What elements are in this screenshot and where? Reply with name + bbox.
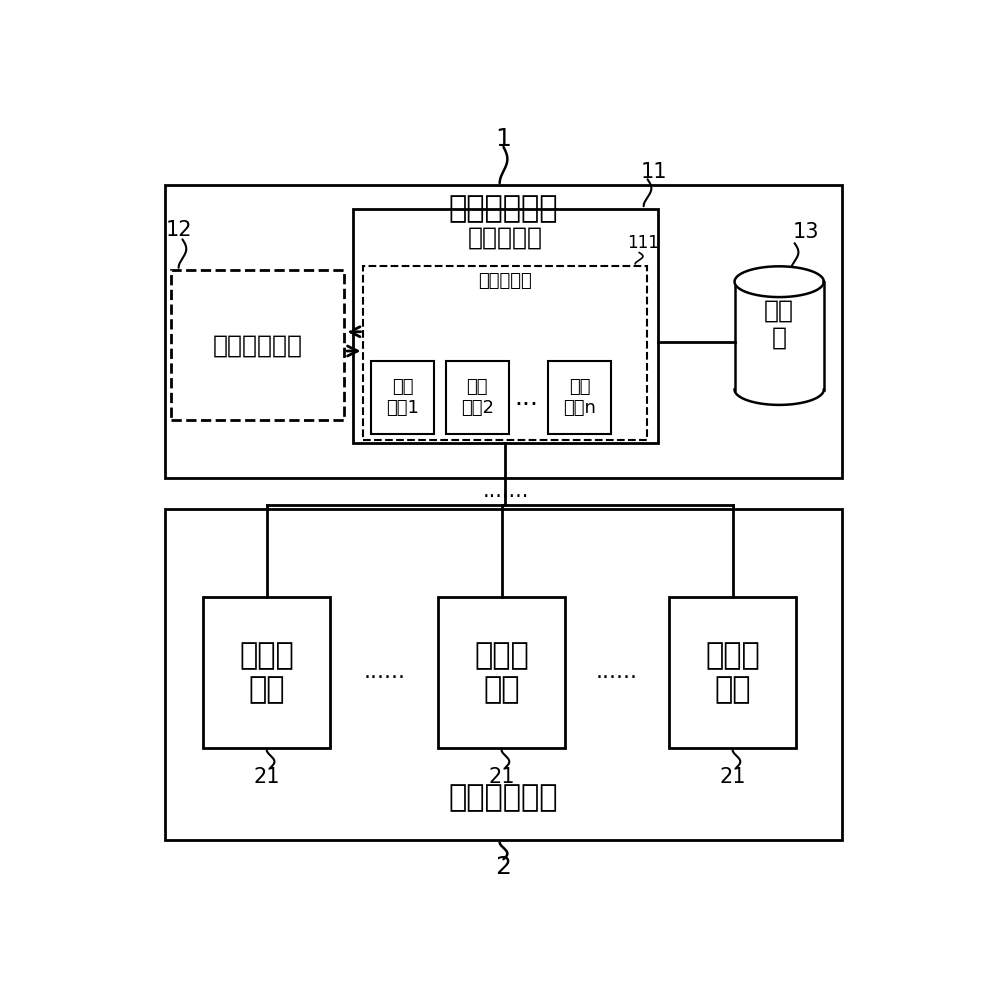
Text: 13: 13 bbox=[793, 222, 820, 242]
FancyBboxPatch shape bbox=[363, 266, 646, 440]
Text: 测评执行平台: 测评执行平台 bbox=[448, 783, 558, 812]
Text: 2: 2 bbox=[496, 855, 512, 879]
Text: 测评执
行室: 测评执 行室 bbox=[240, 641, 294, 704]
Text: 测评
任务n: 测评 任务n bbox=[563, 378, 596, 417]
Text: 21: 21 bbox=[488, 767, 515, 787]
Text: 11: 11 bbox=[641, 162, 667, 182]
FancyBboxPatch shape bbox=[438, 597, 565, 748]
Polygon shape bbox=[735, 266, 824, 297]
Text: 前端交互界面: 前端交互界面 bbox=[213, 333, 303, 357]
FancyBboxPatch shape bbox=[669, 597, 796, 748]
Text: 测评执
行室: 测评执 行室 bbox=[474, 641, 529, 704]
Text: 测评
任务2: 测评 任务2 bbox=[460, 378, 494, 417]
FancyBboxPatch shape bbox=[164, 509, 842, 840]
Text: .......: ....... bbox=[482, 481, 529, 501]
FancyBboxPatch shape bbox=[371, 361, 435, 434]
Text: 测评服务平台: 测评服务平台 bbox=[448, 194, 558, 223]
FancyBboxPatch shape bbox=[446, 361, 509, 434]
Text: 测评
任务1: 测评 任务1 bbox=[386, 378, 419, 417]
FancyBboxPatch shape bbox=[164, 185, 842, 478]
Text: 数据
库: 数据 库 bbox=[764, 298, 794, 350]
FancyBboxPatch shape bbox=[171, 270, 345, 420]
Text: 测评服务器: 测评服务器 bbox=[468, 225, 543, 249]
Text: 测评执
行室: 测评执 行室 bbox=[705, 641, 760, 704]
FancyBboxPatch shape bbox=[353, 209, 657, 443]
Text: ......: ...... bbox=[363, 662, 405, 682]
Text: 12: 12 bbox=[165, 220, 192, 240]
Text: 21: 21 bbox=[253, 767, 280, 787]
Text: 任务缓存表: 任务缓存表 bbox=[478, 272, 532, 290]
FancyBboxPatch shape bbox=[548, 361, 611, 434]
Text: ......: ...... bbox=[596, 662, 639, 682]
Text: 21: 21 bbox=[720, 767, 745, 787]
Text: 111: 111 bbox=[627, 234, 658, 252]
Text: ...: ... bbox=[515, 386, 539, 410]
Text: 1: 1 bbox=[496, 127, 512, 151]
FancyBboxPatch shape bbox=[203, 597, 331, 748]
